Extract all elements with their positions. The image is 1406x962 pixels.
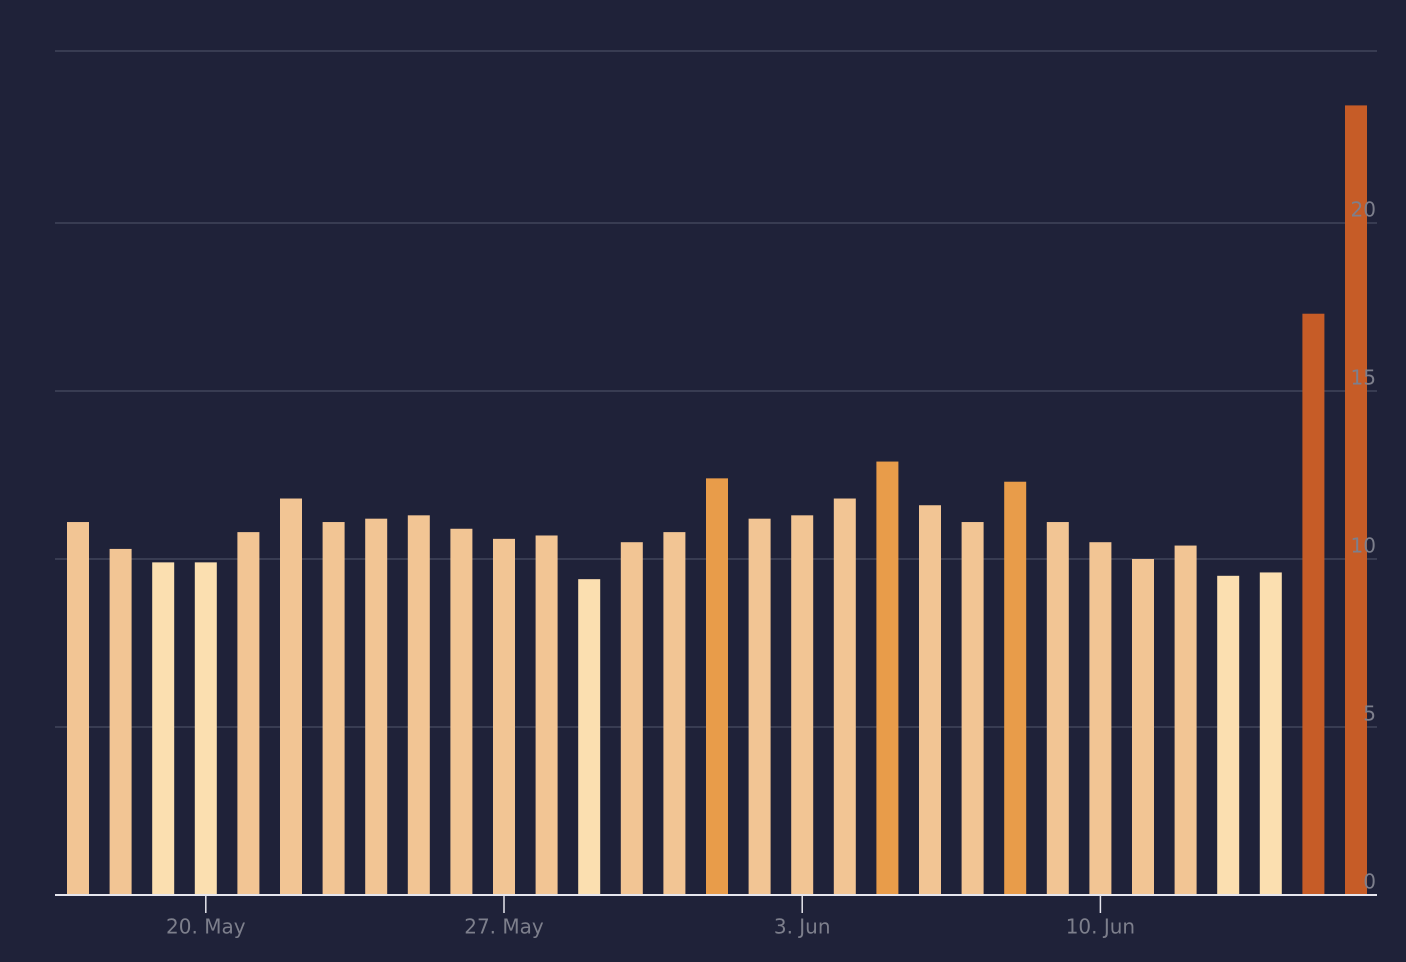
bar [620,542,643,895]
x-tick-label: 27. May [464,915,544,939]
y-tick-label: 0 [1363,870,1376,894]
x-tick-label: 3. Jun [774,915,831,939]
bar [280,498,302,895]
bar [833,498,856,895]
bar [365,518,388,895]
bar [578,579,601,895]
bar [663,532,686,895]
bar [791,515,814,895]
x-tick-label: 20. May [166,915,246,939]
bar [450,528,473,895]
bar [493,538,515,895]
y-tick-label: 15 [1351,366,1376,390]
bar [1174,545,1197,895]
bar [748,518,771,895]
bar [194,562,217,895]
bar [876,461,899,895]
bar [1132,559,1154,895]
bar [919,505,941,895]
bar [109,548,132,895]
bar [1345,105,1367,895]
bar [1217,575,1240,895]
bar [407,515,430,895]
bar [237,532,260,895]
bar [322,522,345,895]
bar [706,478,728,895]
x-tick-label: 10. Jun [1066,915,1135,939]
bar [67,522,89,895]
y-tick-label: 10 [1351,534,1376,558]
y-tick-label: 20 [1351,198,1376,222]
bar [961,522,984,895]
bar [1046,522,1069,895]
bar [1302,313,1325,896]
bar [1004,481,1027,895]
bar [152,562,175,895]
y-tick-label: 5 [1363,702,1376,726]
bar [535,535,558,895]
bar [1259,572,1282,895]
bar [1089,542,1112,895]
